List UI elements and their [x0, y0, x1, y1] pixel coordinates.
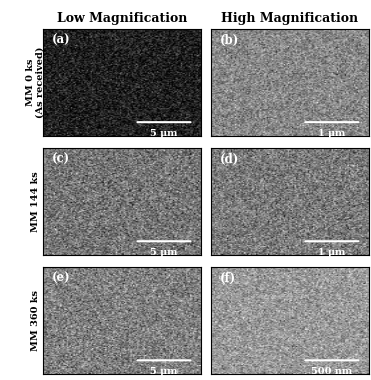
- Text: High Magnification: High Magnification: [221, 13, 358, 25]
- Text: 1 μm: 1 μm: [318, 248, 345, 257]
- Text: 5 μm: 5 μm: [150, 367, 178, 376]
- Text: (c): (c): [52, 153, 70, 166]
- Text: 500 nm: 500 nm: [311, 367, 352, 376]
- Text: 1 μm: 1 μm: [318, 128, 345, 138]
- Text: MM 0 ks
(As received): MM 0 ks (As received): [26, 47, 45, 118]
- Text: MM 144 ks: MM 144 ks: [31, 171, 40, 232]
- Text: (f): (f): [220, 272, 236, 285]
- Text: 5 μm: 5 μm: [150, 128, 178, 138]
- Text: (e): (e): [52, 272, 71, 285]
- Text: (b): (b): [220, 34, 239, 47]
- Text: MM 360 ks: MM 360 ks: [31, 290, 40, 351]
- Text: Low Magnification: Low Magnification: [57, 13, 187, 25]
- Text: (d): (d): [220, 153, 239, 166]
- Text: 5 μm: 5 μm: [150, 248, 178, 257]
- Text: (a): (a): [52, 34, 71, 47]
